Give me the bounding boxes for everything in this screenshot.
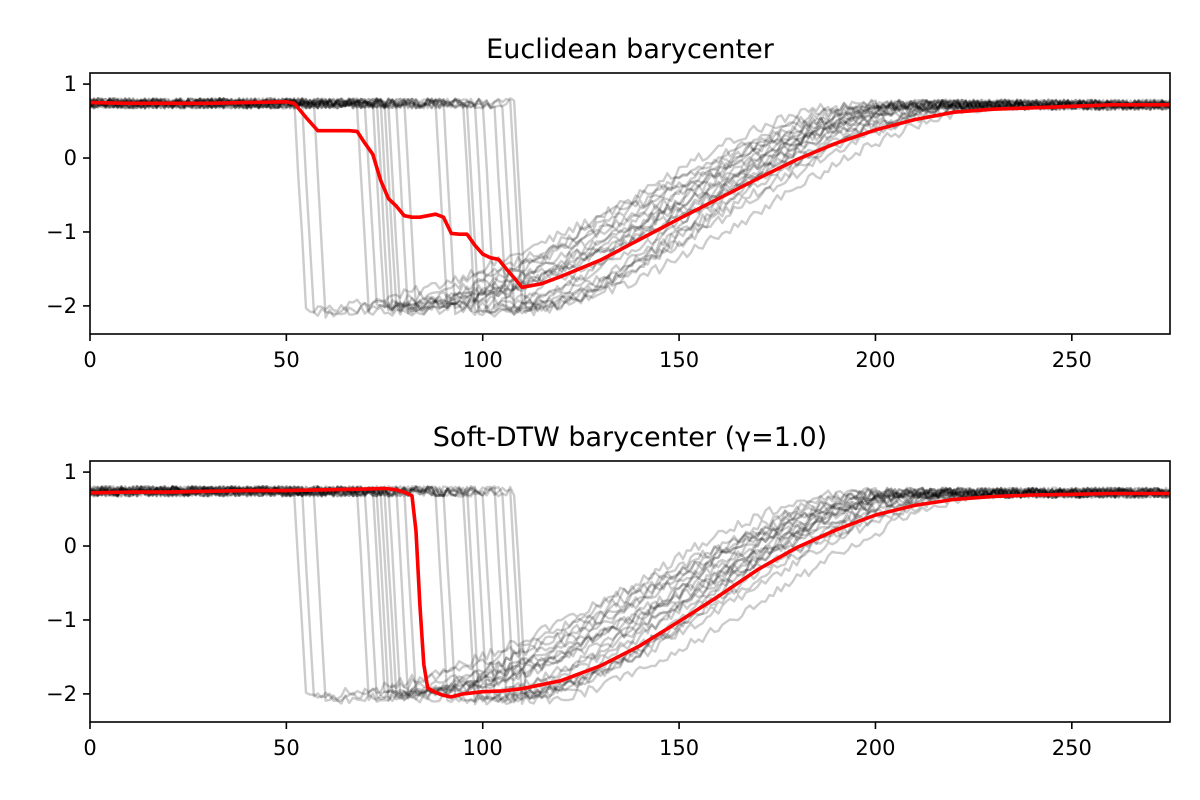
x-tick-label: 50 (273, 348, 300, 372)
x-tick-label: 100 (463, 348, 503, 372)
y-tick-label: −2 (46, 682, 77, 706)
series-line (90, 485, 1170, 702)
x-tick-label: 200 (855, 736, 895, 760)
x-tick-label: 0 (83, 736, 96, 760)
x-tick-label: 50 (273, 736, 300, 760)
soft-dtw-barycenter-panel: Soft-DTW barycenter (γ=1.0) 0 50 100 150 200… (46, 422, 1171, 760)
euclidean-barycenter-panel: Euclidean barycenter 0 50 100 150 200 250 1 0 −1… (46, 34, 1171, 372)
axes-frame (89, 460, 1171, 723)
plot-area (90, 484, 1170, 706)
series-line (90, 96, 1170, 314)
barycenter-line (90, 100, 1170, 290)
axes-frame (89, 72, 1171, 335)
y-tick-label: 1 (64, 72, 77, 96)
series-line (90, 485, 1170, 702)
series-line (90, 97, 1170, 315)
y-tick-label: 0 (64, 146, 77, 170)
series-line (90, 484, 1170, 700)
plot-area (90, 96, 1170, 319)
x-tick-label: 100 (463, 736, 503, 760)
y-tick-label: −1 (46, 608, 77, 632)
x-tick-label: 150 (659, 348, 699, 372)
series-line (90, 485, 1170, 703)
series-line (90, 96, 1170, 315)
x-tick-label: 200 (855, 348, 895, 372)
series-line (90, 97, 1170, 317)
y-tick-label: 1 (64, 460, 77, 484)
series-line (90, 485, 1170, 701)
series-line (90, 96, 1170, 312)
y-tick-label: −2 (46, 294, 77, 318)
y-tick-label: −1 (46, 220, 77, 244)
panel-title: Euclidean barycenter (486, 34, 775, 65)
series-line (90, 485, 1170, 704)
x-tick-label: 150 (659, 736, 699, 760)
series-line (90, 97, 1170, 317)
y-tick-label: 0 (64, 534, 77, 558)
x-tick-label: 250 (1052, 736, 1092, 760)
series-line (90, 97, 1170, 314)
x-tick-label: 0 (83, 348, 96, 372)
panel-title: Soft-DTW barycenter (γ=1.0) (433, 422, 827, 453)
barycenter-line (90, 486, 1170, 699)
x-tick-label: 250 (1052, 348, 1092, 372)
series-line (90, 97, 1170, 312)
series-line (90, 485, 1170, 702)
